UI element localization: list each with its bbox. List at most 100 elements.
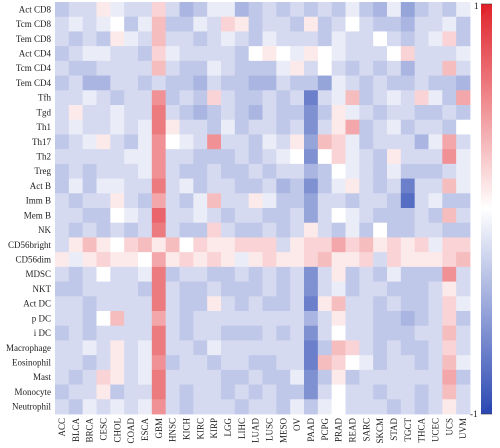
heatmap-cell: [234, 193, 250, 209]
heatmap-cell: [442, 355, 457, 371]
heatmap-cell: [151, 163, 167, 179]
heatmap-cell: [331, 355, 346, 371]
heatmap-cell: [248, 163, 263, 179]
heatmap-cell: [82, 149, 97, 165]
heatmap-cell: [124, 311, 139, 327]
heatmap-cell: [82, 252, 97, 268]
heatmap-cell: [345, 16, 360, 32]
heatmap-cell: [55, 208, 70, 224]
heatmap-cell: [331, 163, 346, 179]
heatmap-cell: [193, 399, 208, 415]
heatmap-cell: [96, 208, 111, 224]
heatmap-cell: [234, 311, 250, 327]
heatmap-cell: [124, 384, 139, 400]
heatmap-cell: [262, 369, 277, 385]
heatmap-cell: [96, 340, 111, 356]
heatmap-cell: [151, 281, 167, 297]
heatmap-cell: [304, 119, 319, 135]
heatmap-cell: [221, 222, 236, 238]
heatmap-cell: [290, 149, 305, 165]
heatmap-cell: [442, 399, 457, 415]
column-label: READ: [347, 418, 357, 443]
heatmap-cell: [179, 325, 194, 341]
heatmap-cell: [138, 134, 153, 150]
heatmap-cell: [96, 149, 111, 165]
heatmap-cell: [442, 252, 457, 268]
heatmap-cell: [317, 2, 333, 18]
heatmap-cell: [442, 149, 457, 165]
heatmap-cell: [110, 46, 125, 62]
heatmap-cell: [165, 222, 180, 238]
heatmap-cell: [414, 105, 429, 121]
heatmap-cell: [290, 75, 305, 91]
heatmap-cell: [331, 311, 346, 327]
heatmap-cell: [456, 355, 471, 371]
heatmap-cell: [165, 149, 180, 165]
heatmap-cell: [456, 222, 471, 238]
heatmap-cell: [193, 178, 208, 194]
heatmap-cell: [400, 193, 416, 209]
heatmap-cell: [400, 75, 416, 91]
heatmap-cell: [317, 60, 333, 76]
heatmap-cell: [290, 340, 305, 356]
heatmap-cell: [151, 296, 167, 312]
heatmap-cell: [193, 16, 208, 32]
heatmap-cell: [387, 31, 402, 47]
heatmap-cell: [387, 252, 402, 268]
row-label: Th1: [37, 122, 52, 132]
column-label: GBM: [154, 418, 164, 439]
heatmap-cell: [345, 149, 360, 165]
heatmap-cell: [55, 134, 70, 150]
heatmap-cell: [234, 325, 250, 341]
heatmap-cell: [68, 355, 84, 371]
column-label: BRCA: [85, 418, 95, 443]
heatmap-cell: [414, 163, 429, 179]
heatmap-cell: [428, 252, 443, 268]
heatmap-cell: [359, 340, 374, 356]
heatmap-cell: [317, 119, 333, 135]
heatmap-cell: [456, 237, 471, 253]
heatmap-cell: [456, 384, 471, 400]
heatmap-cell: [234, 75, 250, 91]
heatmap-cell: [55, 16, 70, 32]
heatmap-cell: [345, 119, 360, 135]
heatmap-cell: [179, 178, 194, 194]
heatmap-cell: [124, 252, 139, 268]
heatmap-cell: [55, 105, 70, 121]
heatmap-cell: [290, 384, 305, 400]
heatmap-cell: [96, 90, 111, 106]
heatmap-cell: [207, 105, 222, 121]
column-label: LGG: [223, 418, 233, 437]
heatmap-cell: [234, 149, 250, 165]
heatmap-cell: [290, 134, 305, 150]
column-label: STAD: [389, 417, 399, 440]
row-label: Tcm CD4: [16, 63, 52, 73]
heatmap-cell: [262, 105, 277, 121]
heatmap-cell: [82, 75, 97, 91]
heatmap-cell: [82, 193, 97, 209]
heatmap-cell: [276, 340, 291, 356]
heatmap-cell: [179, 384, 194, 400]
heatmap-cell: [82, 2, 97, 18]
heatmap-cell: [165, 46, 180, 62]
heatmap-cell: [304, 105, 319, 121]
heatmap-cell: [262, 252, 277, 268]
row-label: Treg: [34, 166, 51, 176]
heatmap-cell: [387, 16, 402, 32]
heatmap-cell: [290, 237, 305, 253]
row-label: Act DC: [23, 299, 51, 309]
heatmap-cell: [456, 75, 471, 91]
heatmap-cell: [193, 46, 208, 62]
heatmap-cell: [55, 46, 70, 62]
heatmap-cell: [151, 105, 167, 121]
column-label: MESO: [278, 418, 288, 444]
heatmap-cell: [165, 90, 180, 106]
heatmap-cell: [165, 296, 180, 312]
heatmap-cell: [317, 134, 333, 150]
heatmap-cell: [165, 399, 180, 415]
heatmap-cell: [373, 134, 388, 150]
heatmap-cell: [442, 90, 457, 106]
heatmap-cell: [359, 2, 374, 18]
heatmap-cell: [82, 60, 97, 76]
heatmap-cell: [151, 2, 167, 18]
